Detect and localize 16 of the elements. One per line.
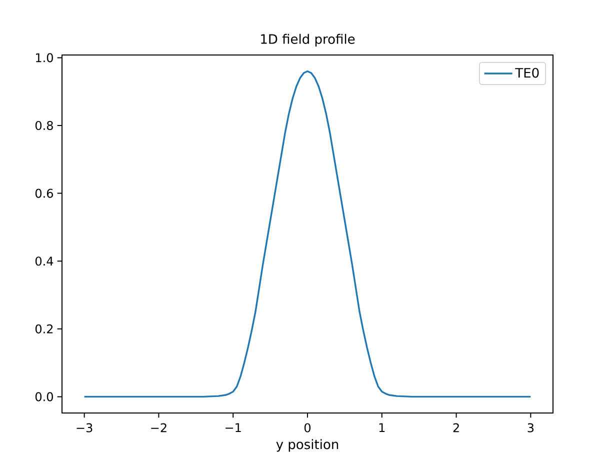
x-tick-label: 3 (528, 423, 534, 432)
y-tick-label: 1.0 (36, 53, 53, 62)
y-tick-label: 0.0 (35, 392, 53, 402)
y-tick-label: 0.6 (35, 188, 54, 198)
x-tick-label: −1 (226, 423, 241, 432)
x-tick-label: 2 (453, 423, 459, 432)
y-tick-label: 0.4 (35, 256, 54, 266)
y-tick-label: 0.8 (35, 120, 53, 130)
legend-label: TE0 (515, 68, 539, 78)
x-axis-title: y position (276, 439, 338, 452)
x-tick-label: 0 (304, 423, 311, 432)
x-tick-label: 1 (379, 423, 385, 432)
x-tick-label: −2 (151, 423, 166, 432)
y-tick-label: 0.2 (35, 324, 53, 334)
x-tick-label: −3 (76, 423, 92, 432)
chart-title: 1D field profile (261, 34, 355, 46)
